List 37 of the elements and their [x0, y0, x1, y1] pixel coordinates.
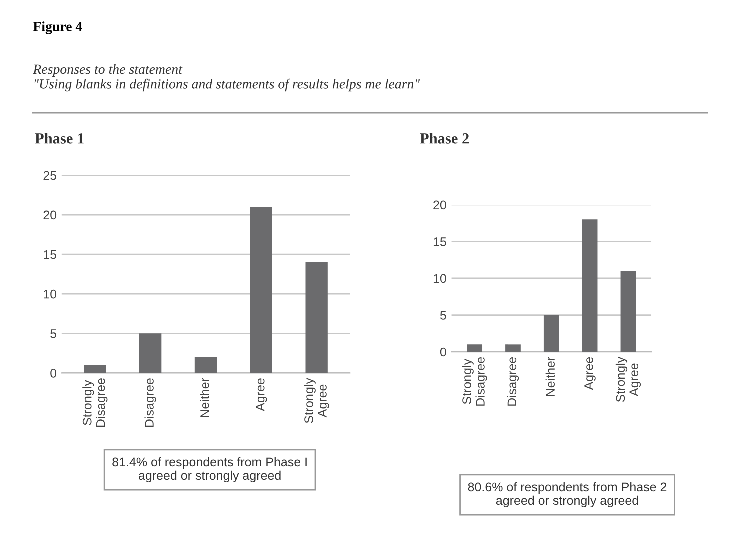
x-tick-label: Neither: [546, 357, 555, 396]
bar: [250, 207, 272, 374]
chart-title: Phase 2: [420, 133, 469, 144]
bar: [194, 357, 218, 374]
y-tick-label: 0: [50, 368, 57, 378]
chart-title: Phase 1: [35, 133, 84, 144]
x-tick-label: Neither: [200, 378, 210, 418]
y-tick-label: 20: [434, 200, 446, 210]
bar: [84, 365, 106, 374]
y-tick-label: 15: [44, 250, 57, 260]
bar: [139, 334, 162, 374]
x-tick-label: Agree: [584, 357, 596, 390]
x-tick-label: Agree: [256, 378, 268, 412]
y-tick-label: 10: [434, 274, 446, 284]
y-tick-label: 20: [44, 210, 57, 220]
x-tick-label: Strongly Agree: [304, 378, 330, 424]
bar: [620, 271, 636, 352]
bar: [506, 344, 521, 352]
bar: [544, 315, 560, 352]
text: 80.6% of respondents from Phase 2 agreed or strongly agreed: [468, 482, 667, 508]
y-tick-label: 15: [434, 238, 446, 246]
y-tick-label: 5: [440, 311, 446, 320]
x-tick-label: Strongly Agree: [616, 356, 642, 402]
x-tick-label: Disagree: [507, 357, 520, 406]
text: 81.4% of respondents from Phase I agreed or strongly agreed: [112, 457, 307, 483]
x-tick-label: Strongly Disagree: [82, 378, 108, 428]
y-tick-label: 25: [44, 171, 57, 180]
x-tick-label: Disagree: [144, 378, 156, 428]
bar: [582, 220, 598, 352]
caption: Figure 4: [33, 22, 82, 34]
y-tick-label: 5: [50, 330, 57, 338]
y-tick-label: 0: [440, 348, 446, 357]
x-tick-label: Strongly Disagree: [462, 357, 488, 406]
bar: [306, 262, 328, 374]
text: Responses to the statement "Using blanks in definitions and statements of results helps me learn": [33, 64, 420, 92]
y-tick-label: 10: [44, 290, 57, 299]
bar: [467, 344, 483, 352]
